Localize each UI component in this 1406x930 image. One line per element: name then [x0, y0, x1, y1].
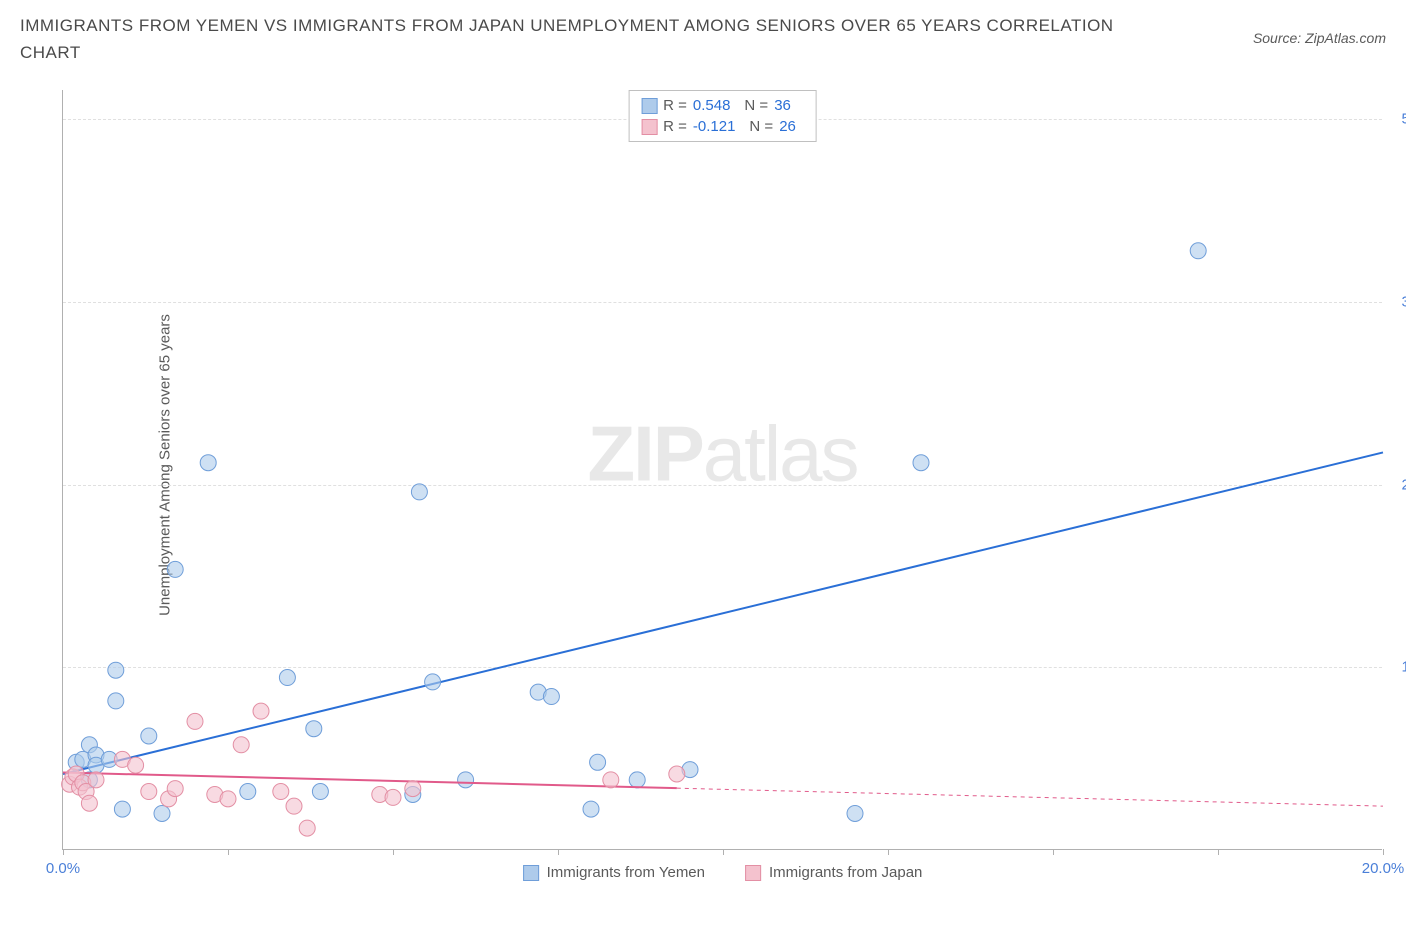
data-point: [108, 693, 124, 709]
data-point: [220, 791, 236, 807]
chart-area: ZIPatlas 12.5%25.0%37.5%50.0% 0.0%20.0% …: [62, 90, 1382, 850]
chart-title: IMMIGRANTS FROM YEMEN VS IMMIGRANTS FROM…: [20, 12, 1170, 66]
x-tick: [63, 849, 64, 855]
data-point: [167, 781, 183, 797]
x-tick: [723, 849, 724, 855]
stats-row-japan: R = -0.121 N = 26: [641, 116, 804, 137]
trend-line-extrapolated: [677, 788, 1383, 806]
data-point: [411, 484, 427, 500]
x-tick: [228, 849, 229, 855]
n-label: N =: [744, 95, 768, 116]
r-value: -0.121: [693, 116, 736, 137]
n-value: 36: [774, 95, 791, 116]
data-point: [128, 757, 144, 773]
legend-label: Immigrants from Japan: [769, 864, 922, 881]
x-tick: [558, 849, 559, 855]
stats-row-yemen: R = 0.548 N = 36: [641, 95, 804, 116]
data-point: [1190, 243, 1206, 259]
legend-item-yemen: Immigrants from Yemen: [523, 864, 705, 881]
data-point: [913, 455, 929, 471]
x-tick: [888, 849, 889, 855]
data-point: [847, 805, 863, 821]
swatch-japan: [745, 865, 761, 881]
x-tick: [1383, 849, 1384, 855]
y-tick-label: 25.0%: [1388, 476, 1406, 493]
data-point: [669, 766, 685, 782]
scatter-plot: [63, 90, 1382, 849]
y-tick-label: 50.0%: [1388, 111, 1406, 128]
x-tick: [1053, 849, 1054, 855]
swatch-japan: [641, 119, 657, 135]
data-point: [405, 781, 421, 797]
x-tick-label: 0.0%: [46, 860, 80, 877]
n-label: N =: [749, 116, 773, 137]
data-point: [200, 455, 216, 471]
trend-line: [63, 452, 1383, 774]
legend-label: Immigrants from Yemen: [547, 864, 705, 881]
data-point: [88, 772, 104, 788]
series-legend: Immigrants from Yemen Immigrants from Ja…: [523, 864, 923, 881]
x-tick: [393, 849, 394, 855]
n-value: 26: [779, 116, 796, 137]
data-point: [306, 721, 322, 737]
data-point: [114, 801, 130, 817]
source-text: Source: ZipAtlas.com: [1253, 30, 1386, 46]
data-point: [583, 801, 599, 817]
y-tick-label: 12.5%: [1388, 659, 1406, 676]
data-point: [108, 662, 124, 678]
data-point: [240, 784, 256, 800]
r-label: R =: [663, 116, 687, 137]
data-point: [543, 689, 559, 705]
data-point: [279, 670, 295, 686]
data-point: [590, 754, 606, 770]
swatch-yemen: [641, 98, 657, 114]
stats-legend: R = 0.548 N = 36 R = -0.121 N = 26: [628, 90, 817, 142]
data-point: [603, 772, 619, 788]
x-tick: [1218, 849, 1219, 855]
data-point: [312, 784, 328, 800]
data-point: [286, 798, 302, 814]
x-tick-label: 20.0%: [1362, 860, 1405, 877]
data-point: [629, 772, 645, 788]
data-point: [141, 784, 157, 800]
data-point: [187, 713, 203, 729]
legend-item-japan: Immigrants from Japan: [745, 864, 922, 881]
data-point: [141, 728, 157, 744]
data-point: [253, 703, 269, 719]
data-point: [167, 561, 183, 577]
r-value: 0.548: [693, 95, 731, 116]
y-tick-label: 37.5%: [1388, 293, 1406, 310]
data-point: [273, 784, 289, 800]
swatch-yemen: [523, 865, 539, 881]
r-label: R =: [663, 95, 687, 116]
data-point: [233, 737, 249, 753]
data-point: [81, 795, 97, 811]
data-point: [458, 772, 474, 788]
data-point: [425, 674, 441, 690]
data-point: [154, 805, 170, 821]
data-point: [385, 789, 401, 805]
data-point: [299, 820, 315, 836]
